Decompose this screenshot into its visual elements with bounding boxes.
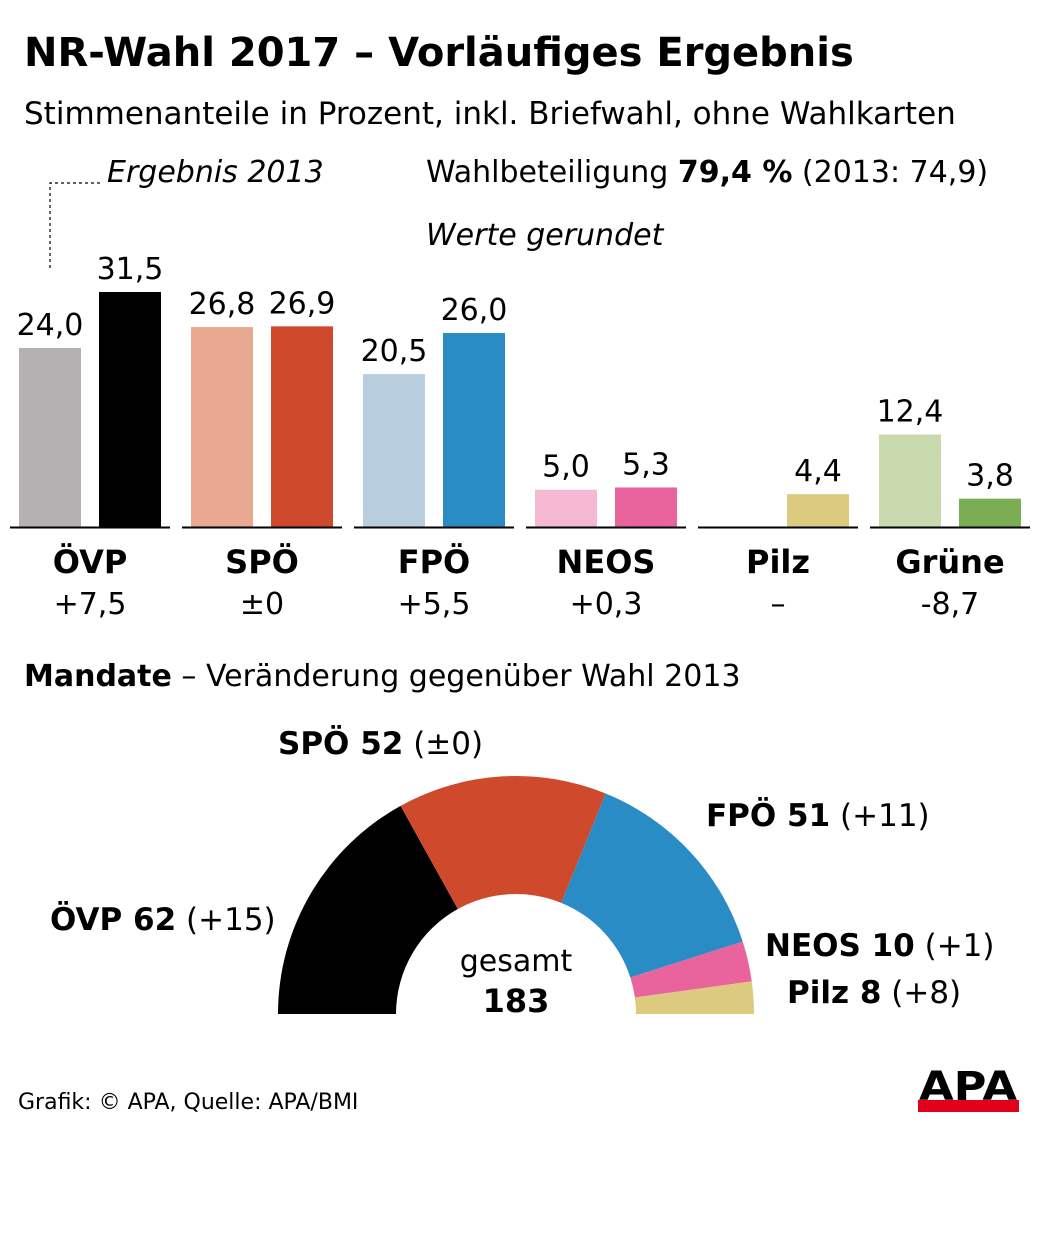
rounded-note: Werte gerundet (426, 218, 665, 253)
bar-value-label: 12,4 (877, 394, 944, 429)
seat-label-spö: SPÖ 52 (±0) (278, 725, 483, 762)
bar-value-label: 5,3 (622, 447, 670, 482)
apa-logo-bar (918, 1100, 1019, 1112)
chart-subtitle: Stimmenanteile in Prozent, inkl. Briefwa… (24, 96, 956, 132)
mandate-heading: Mandate – Veränderung gegenüber Wahl 201… (24, 659, 741, 694)
bar-pilz-2017 (787, 494, 849, 527)
category-label: ÖVP (53, 543, 128, 581)
seat-slice-neos (630, 941, 752, 998)
seat-change: (±0) (413, 726, 483, 762)
bar-övp-2013 (19, 347, 81, 527)
change-label: -8,7 (921, 587, 980, 622)
seat-label-övp: ÖVP 62 (+15) (50, 901, 276, 938)
seat-party: Pilz (787, 975, 849, 1011)
chart-title: NR-Wahl 2017 – Vorläufiges Ergebnis (24, 30, 854, 76)
category-label: NEOS (557, 543, 656, 581)
bar-value-label: 5,0 (542, 450, 590, 485)
seat-slice-spö (400, 776, 606, 910)
bar-övp-2017 (99, 292, 161, 527)
seat-space (403, 726, 413, 762)
seat-slice-pilz (634, 981, 754, 1014)
bar-value-label: 3,8 (966, 459, 1014, 494)
bar-value-label: 26,0 (441, 293, 508, 328)
category-label: Pilz (746, 543, 810, 581)
category-label: Grüne (895, 543, 1004, 581)
seat-change: (+1) (925, 928, 995, 964)
seat-chart: ÖVP 62 (+15) SPÖ 52 (±0) FPÖ 51 (+11) NEOS … (50, 725, 995, 1014)
seat-space (861, 928, 872, 964)
seat-count: 52 (360, 726, 403, 762)
bar-value-label: 20,5 (361, 334, 428, 369)
seat-slice-övp (278, 805, 458, 1014)
turnout-text: Wahlbeteiligung 79,4 % (2013: 74,9) (426, 155, 988, 190)
bar-value-label: 4,4 (794, 454, 842, 489)
category-label: FPÖ (398, 543, 471, 581)
seat-count: 8 (860, 975, 882, 1011)
seat-party: ÖVP (50, 901, 122, 938)
change-label: +0,3 (570, 587, 643, 622)
bar-chart: 24,0 31,5 ÖVP +7,5 26,8 26,9 SPÖ ±0 20,5 26,0 FPÖ +… (10, 252, 1030, 622)
seat-party: SPÖ (278, 725, 349, 762)
seat-space (830, 798, 840, 834)
seat-change: (+11) (840, 798, 930, 834)
seat-space (776, 798, 787, 834)
seat-change: (+8) (891, 975, 961, 1011)
change-label: +7,5 (54, 587, 127, 622)
seat-label-neos: NEOS 10 (+1) (765, 928, 995, 964)
change-label: ±0 (240, 587, 284, 622)
seat-total-caption: gesamt (460, 944, 573, 979)
seat-space (881, 975, 891, 1011)
apa-logo: APA (918, 1064, 1019, 1112)
bar-fpö-2017 (443, 333, 505, 527)
footer-source: Grafik: © APA, Quelle: APA/BMI (18, 1090, 358, 1115)
seat-count: 51 (787, 798, 830, 834)
change-label: – (771, 587, 786, 622)
seat-change: (+15) (186, 902, 276, 938)
seat-space (849, 975, 860, 1011)
category-label: SPÖ (225, 543, 299, 581)
bar-value-label: 26,8 (189, 287, 256, 322)
seat-party: NEOS (765, 928, 861, 964)
seat-space (176, 902, 186, 938)
bar-value-label: 26,9 (269, 286, 336, 321)
bar-value-label: 31,5 (97, 252, 164, 287)
bar-fpö-2013 (363, 374, 425, 527)
seat-space (122, 902, 133, 938)
bar-value-label: 24,0 (17, 308, 84, 343)
bar-grüne-2013 (879, 434, 941, 527)
seat-slice-fpö (561, 793, 743, 978)
change-label: +5,5 (398, 587, 471, 622)
seat-total-value: 183 (483, 982, 550, 1020)
seat-space (349, 726, 360, 762)
bar-spö-2013 (191, 327, 253, 527)
seat-count: 10 (872, 928, 915, 964)
legend-leader-line (49, 182, 100, 268)
seat-party: FPÖ (706, 797, 776, 834)
seat-space (915, 928, 925, 964)
bar-neos-2013 (535, 489, 597, 527)
legend-2013-label: Ergebnis 2013 (107, 155, 324, 190)
seat-label-fpö: FPÖ 51 (+11) (706, 797, 930, 834)
bar-neos-2017 (615, 487, 677, 527)
bar-spö-2017 (271, 326, 333, 527)
seat-count: 62 (133, 902, 176, 938)
bar-grüne-2017 (959, 498, 1021, 527)
seat-label-pilz: Pilz 8 (+8) (787, 975, 961, 1011)
